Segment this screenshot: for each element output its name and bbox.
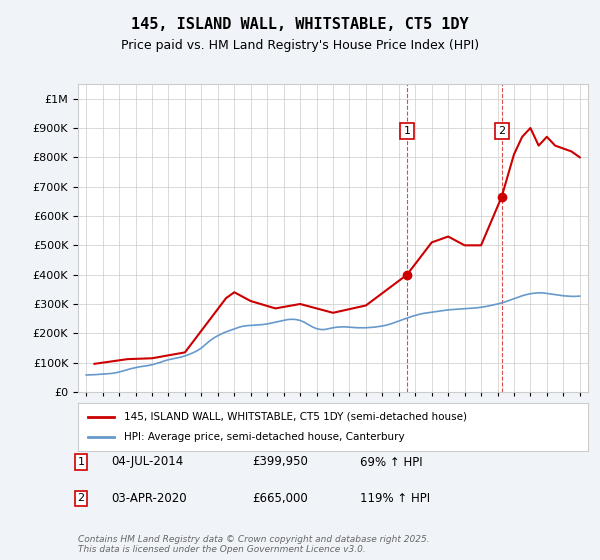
Text: 1: 1: [77, 457, 85, 467]
Text: 145, ISLAND WALL, WHITSTABLE, CT5 1DY: 145, ISLAND WALL, WHITSTABLE, CT5 1DY: [131, 17, 469, 32]
Text: 04-JUL-2014: 04-JUL-2014: [111, 455, 183, 469]
Text: 119% ↑ HPI: 119% ↑ HPI: [360, 492, 430, 505]
Text: 1: 1: [404, 126, 410, 136]
Text: 145, ISLAND WALL, WHITSTABLE, CT5 1DY (semi-detached house): 145, ISLAND WALL, WHITSTABLE, CT5 1DY (s…: [124, 412, 467, 422]
Text: £399,950: £399,950: [252, 455, 308, 469]
Text: HPI: Average price, semi-detached house, Canterbury: HPI: Average price, semi-detached house,…: [124, 432, 404, 442]
Text: 2: 2: [77, 493, 85, 503]
Text: £665,000: £665,000: [252, 492, 308, 505]
Text: 2: 2: [498, 126, 505, 136]
Text: Price paid vs. HM Land Registry's House Price Index (HPI): Price paid vs. HM Land Registry's House …: [121, 39, 479, 52]
Text: 69% ↑ HPI: 69% ↑ HPI: [360, 455, 422, 469]
Text: 03-APR-2020: 03-APR-2020: [111, 492, 187, 505]
Text: Contains HM Land Registry data © Crown copyright and database right 2025.
This d: Contains HM Land Registry data © Crown c…: [78, 535, 430, 554]
